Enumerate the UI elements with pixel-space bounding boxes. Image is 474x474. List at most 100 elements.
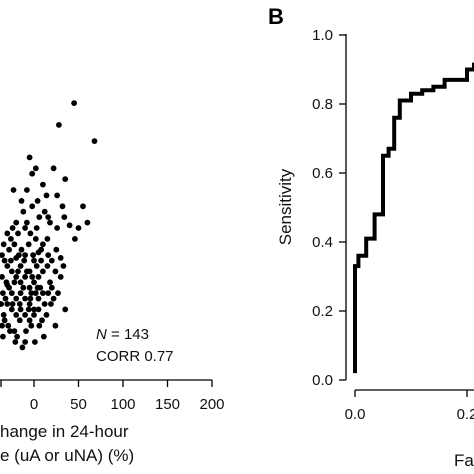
scatter-point bbox=[24, 187, 30, 193]
scatter-point bbox=[2, 295, 9, 302]
scatter-point bbox=[35, 306, 42, 313]
scatter-point bbox=[71, 100, 77, 106]
scatter-point bbox=[20, 208, 27, 215]
scatter-x-ticks: 0 50 100 150 200 bbox=[0, 380, 225, 413]
scatter-point bbox=[66, 222, 73, 229]
scatter-point bbox=[8, 290, 15, 296]
scatter-point bbox=[91, 138, 98, 145]
scatter-point bbox=[30, 252, 36, 258]
scatter-point bbox=[56, 122, 62, 128]
scatter-point bbox=[28, 290, 35, 296]
scatter-point bbox=[40, 290, 46, 296]
scatter-x-tick-label: 100 bbox=[110, 396, 135, 413]
scatter-point bbox=[15, 268, 21, 275]
scatter-point bbox=[19, 344, 26, 351]
scatter-point bbox=[20, 284, 27, 291]
scatter-point bbox=[59, 203, 66, 210]
scatter-point bbox=[26, 284, 33, 291]
scatter-point bbox=[27, 295, 34, 302]
scatter-point bbox=[11, 241, 18, 248]
scatter-point bbox=[45, 214, 52, 221]
scatter-point bbox=[6, 284, 12, 291]
scatter-point bbox=[25, 241, 32, 248]
scatter-point bbox=[17, 306, 24, 313]
scatter-point bbox=[75, 225, 82, 231]
scatter-point bbox=[38, 257, 44, 264]
scatter-point bbox=[11, 279, 18, 286]
scatter-point bbox=[0, 290, 6, 296]
scatter-point bbox=[17, 290, 24, 296]
scatter-point bbox=[10, 187, 17, 193]
scatter-point bbox=[23, 328, 29, 334]
scatter-point bbox=[29, 274, 36, 280]
scatter-point bbox=[1, 317, 8, 324]
scatter-point bbox=[47, 219, 53, 226]
scatter-point bbox=[55, 290, 61, 296]
scatter-point bbox=[40, 333, 47, 340]
scatter-point bbox=[0, 301, 4, 307]
scatter-x-label-line-1: hange in 24-hour bbox=[0, 422, 129, 441]
scatter-point bbox=[31, 306, 37, 313]
scatter-point bbox=[35, 295, 42, 302]
corr-annotation: CORR 0.77 bbox=[96, 348, 174, 365]
scatter-point bbox=[52, 322, 59, 329]
scatter-point bbox=[48, 257, 55, 264]
scatter-point bbox=[22, 225, 28, 231]
scatter-point bbox=[7, 328, 13, 334]
scatter-point bbox=[45, 252, 52, 258]
scatter-point bbox=[14, 333, 20, 340]
scatter-point bbox=[9, 301, 16, 307]
scatter-point bbox=[4, 230, 11, 237]
scatter-point bbox=[31, 312, 37, 318]
scatter-point bbox=[31, 257, 37, 264]
scatter-point bbox=[25, 306, 32, 313]
scatter-point bbox=[32, 339, 38, 345]
scatter-point bbox=[34, 284, 41, 291]
scatter-x-tick-label: 200 bbox=[199, 396, 224, 413]
scatter-point bbox=[0, 322, 5, 329]
scatter-point bbox=[33, 225, 40, 231]
scatter-point bbox=[13, 274, 20, 280]
scatter-point bbox=[26, 154, 33, 161]
scatter-point bbox=[57, 274, 64, 280]
scatter-point bbox=[60, 263, 67, 269]
scatter-points bbox=[0, 100, 98, 351]
roc-y-tick-label: 0.4 bbox=[312, 234, 333, 251]
scatter-point bbox=[72, 236, 78, 242]
scatter-point bbox=[50, 295, 57, 302]
scatter-point bbox=[8, 306, 15, 313]
roc-x-tick-label: 0.0 bbox=[345, 406, 366, 423]
scatter-point bbox=[8, 268, 15, 275]
scatter-point bbox=[0, 312, 7, 318]
scatter-point bbox=[28, 322, 35, 329]
scatter-point bbox=[35, 274, 42, 280]
scatter-point bbox=[62, 176, 69, 183]
scatter-point bbox=[0, 274, 5, 280]
scatter-point bbox=[26, 301, 33, 307]
scatter-point bbox=[53, 246, 60, 253]
scatter-point bbox=[15, 230, 21, 237]
scatter-point bbox=[12, 339, 19, 345]
panel-a: 0 50 100 150 200 N = 143 CORR 0.77 hange in … bbox=[0, 100, 225, 465]
roc-y-label: Sensitivity bbox=[276, 168, 295, 245]
roc-curve bbox=[353, 62, 474, 374]
scatter-point bbox=[32, 165, 39, 172]
roc-y-tick-label: 0.0 bbox=[312, 372, 333, 389]
scatter-point bbox=[54, 192, 60, 199]
scatter-point bbox=[9, 225, 16, 231]
scatter-point bbox=[29, 203, 36, 210]
roc-y-ticks: 0.0 0.2 0.4 0.6 0.8 1.0 bbox=[312, 27, 346, 389]
scatter-x-tick-label: 0 bbox=[30, 396, 38, 413]
scatter-point bbox=[48, 301, 54, 307]
n-annotation: N = 143 bbox=[96, 326, 149, 343]
scatter-point bbox=[17, 263, 24, 269]
scatter-point bbox=[62, 306, 69, 313]
scatter-point bbox=[6, 246, 12, 253]
scatter-point bbox=[45, 290, 52, 296]
scatter-point bbox=[41, 301, 48, 307]
scatter-point bbox=[1, 257, 8, 264]
scatter-point bbox=[36, 214, 43, 221]
scatter-point bbox=[7, 257, 14, 264]
scatter-point bbox=[41, 208, 48, 215]
